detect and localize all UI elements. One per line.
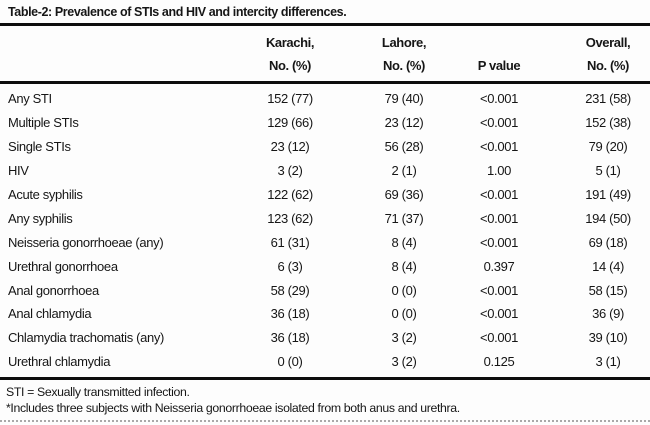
cell-karachi: 36 (18) <box>270 330 310 346</box>
table-title: Table-2: Prevalence of STIs and HIV and … <box>8 5 347 19</box>
cell-lahore: 23 (12) <box>384 115 424 131</box>
cell-karachi: 122 (62) <box>267 187 313 202</box>
header-karachi: Karachi, No. (%) <box>265 35 315 73</box>
cell-overall: 5 (1) <box>595 163 621 179</box>
cell-karachi: 6 (3) <box>277 258 303 274</box>
cell-lahore: 71 (37) <box>384 210 424 226</box>
footnote-asterisk: *Includes three subjects with Neisseria … <box>6 401 460 416</box>
cell-overall: 194 (50) <box>585 210 631 226</box>
row-label: Any syphilis <box>8 210 73 226</box>
table-row: Any syphilis 123 (62) 71 (37) <0.001 194… <box>0 206 650 230</box>
table-row: Anal gonorrhoea 58 (29) 0 (0) <0.001 58 … <box>0 278 650 302</box>
table-body: Any STI 152 (77) 79 (40) <0.001 231 (58)… <box>0 84 650 377</box>
figure-bottom-rule <box>0 420 650 422</box>
row-label: HIV <box>8 163 29 179</box>
table-row: Acute syphilis 122 (62) 69 (36) <0.001 1… <box>0 183 650 207</box>
cell-overall: 69 (18) <box>588 234 628 250</box>
cell-pvalue: <0.001 <box>479 187 519 202</box>
cell-lahore: 0 (0) <box>391 282 417 298</box>
table-row: Urethral gonorrhoea 6 (3) 8 (4) 0.397 14… <box>0 254 650 278</box>
cell-karachi: 0 (0) <box>277 354 303 370</box>
row-label: Chlamydia trachomatis (any) <box>8 330 164 346</box>
cell-pvalue: <0.001 <box>479 282 519 298</box>
cell-pvalue: <0.001 <box>479 234 519 250</box>
cell-overall: 58 (15) <box>588 282 628 298</box>
table-bottom-rule <box>0 376 650 380</box>
cell-overall: 191 (49) <box>585 187 631 202</box>
cell-karachi: 58 (29) <box>270 282 310 298</box>
cell-overall: 79 (20) <box>588 139 628 155</box>
header-empty <box>0 31 234 77</box>
cell-overall: 152 (38) <box>585 115 631 131</box>
cell-lahore: 2 (1) <box>391 163 417 179</box>
cell-pvalue: <0.001 <box>479 91 519 107</box>
header-rule <box>0 81 650 84</box>
row-label: Urethral chlamydia <box>8 354 111 370</box>
row-label: Anal chlamydia <box>8 306 92 322</box>
cell-karachi: 3 (2) <box>277 163 303 179</box>
row-label: Urethral gonorrhoea <box>8 258 118 274</box>
cell-pvalue: 0.397 <box>483 258 515 274</box>
cell-pvalue: 1.00 <box>487 163 511 179</box>
row-label: Single STIs <box>8 139 71 155</box>
cell-lahore: 79 (40) <box>384 91 424 107</box>
table-header-row: Karachi, No. (%) Lahore, No. (%) P value… <box>0 26 650 81</box>
cell-pvalue: 0.125 <box>483 354 515 370</box>
table-row: HIV 3 (2) 2 (1) 1.00 5 (1) <box>0 159 650 183</box>
cell-overall: 14 (4) <box>592 258 624 274</box>
cell-karachi: 129 (66) <box>267 115 313 131</box>
row-label: Neisseria gonorrhoeae (any) <box>8 234 164 250</box>
cell-lahore: 3 (2) <box>391 354 417 370</box>
table-row: Urethral chlamydia 0 (0) 3 (2) 0.125 3 (… <box>0 350 650 374</box>
cell-pvalue: <0.001 <box>479 115 519 131</box>
table-row: Neisseria gonorrhoeae (any) 61 (31) 8 (4… <box>0 230 650 254</box>
table-row: Chlamydia trachomatis (any) 36 (18) 3 (2… <box>0 326 650 350</box>
cell-karachi: 61 (31) <box>270 234 310 250</box>
table-row: Anal chlamydia 36 (18) 0 (0) <0.001 36 (… <box>0 302 650 326</box>
title-rule <box>0 23 650 26</box>
cell-karachi: 123 (62) <box>267 210 313 226</box>
cell-pvalue: <0.001 <box>479 139 519 155</box>
cell-overall: 3 (1) <box>595 354 621 370</box>
cell-pvalue: <0.001 <box>479 210 519 226</box>
row-label: Any STI <box>8 91 52 107</box>
cell-lahore: 0 (0) <box>391 306 417 322</box>
footnotes: STI = Sexually transmitted infection. *I… <box>0 380 650 417</box>
cell-karachi: 23 (12) <box>270 139 310 155</box>
cell-pvalue: <0.001 <box>479 330 519 346</box>
row-label: Anal gonorrhoea <box>8 282 99 298</box>
table-row: Multiple STIs 129 (66) 23 (12) <0.001 15… <box>0 111 650 135</box>
cell-lahore: 8 (4) <box>391 258 417 274</box>
header-lahore: Lahore, No. (%) <box>381 35 427 73</box>
cell-lahore: 56 (28) <box>384 139 424 155</box>
row-label: Acute syphilis <box>8 187 83 202</box>
table-row: Single STIs 23 (12) 56 (28) <0.001 79 (2… <box>0 135 650 159</box>
footnote-abbreviation: STI = Sexually transmitted infection. <box>6 384 190 399</box>
cell-lahore: 8 (4) <box>391 234 417 250</box>
row-label: Multiple STIs <box>8 115 79 131</box>
cell-karachi: 36 (18) <box>270 306 310 322</box>
cell-overall: 231 (58) <box>585 91 631 107</box>
cell-overall: 36 (9) <box>592 306 624 322</box>
header-overall: Overall, No. (%) <box>585 35 631 73</box>
cell-overall: 39 (10) <box>588 330 628 346</box>
cell-karachi: 152 (77) <box>267 91 313 107</box>
cell-lahore: 3 (2) <box>391 330 417 346</box>
table-row: Any STI 152 (77) 79 (40) <0.001 231 (58) <box>0 87 650 111</box>
header-pvalue: P value <box>477 58 521 73</box>
cell-lahore: 69 (36) <box>384 187 424 202</box>
cell-pvalue: <0.001 <box>479 306 519 322</box>
